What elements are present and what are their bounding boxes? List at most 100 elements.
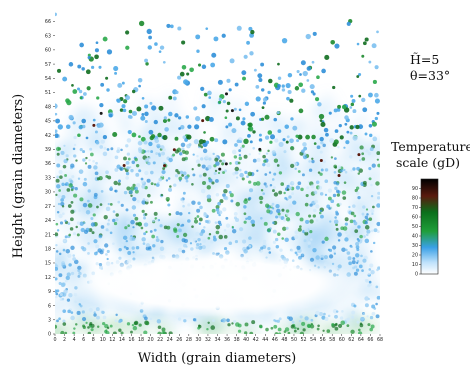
grain: [208, 96, 212, 99]
grain: [84, 162, 88, 165]
grain: [215, 204, 220, 209]
grain: [303, 152, 307, 156]
grain: [243, 54, 248, 59]
grain: [148, 141, 153, 147]
grain: [61, 195, 66, 200]
y-tick-label: 27: [45, 204, 51, 210]
grain: [130, 168, 134, 173]
grain: [79, 148, 83, 152]
grain: [248, 26, 253, 31]
grain: [203, 92, 208, 97]
grain: [333, 139, 339, 145]
grain: [89, 324, 93, 328]
grain: [233, 107, 237, 111]
grain: [223, 188, 228, 194]
x-tick-label: 46: [272, 337, 278, 343]
grain: [306, 66, 312, 71]
grain: [364, 215, 369, 220]
grain: [153, 119, 158, 125]
grain: [169, 185, 172, 188]
x-tick-label: 66: [367, 337, 373, 343]
grain: [104, 243, 109, 248]
grain: [68, 183, 73, 188]
grain: [159, 224, 163, 228]
grain: [174, 136, 179, 141]
grain: [206, 194, 212, 199]
grain: [147, 193, 151, 198]
grain: [318, 113, 325, 120]
grain: [315, 219, 319, 222]
haze-blob: [349, 198, 364, 213]
grain: [92, 159, 95, 163]
x-axis-title: Width (grain diameters): [138, 351, 297, 366]
grain: [174, 113, 179, 118]
grain: [242, 76, 246, 81]
grain: [158, 154, 162, 157]
grain: [179, 170, 184, 175]
grain: [178, 176, 183, 181]
grain: [112, 131, 118, 138]
grain: [285, 226, 289, 230]
hot-grain: [224, 162, 228, 166]
grain: [355, 268, 360, 272]
grain: [248, 180, 252, 184]
grain: [319, 192, 324, 196]
grain: [331, 323, 335, 327]
grain: [214, 169, 218, 173]
grain: [320, 254, 325, 259]
grain: [98, 65, 102, 69]
y-tick-label: 0: [48, 332, 51, 338]
grain: [315, 204, 320, 209]
grain: [277, 62, 280, 66]
grain: [213, 36, 219, 42]
haze-blob: [94, 192, 109, 207]
grain: [337, 104, 342, 109]
grain: [187, 124, 192, 129]
grain: [237, 329, 242, 333]
grain: [258, 152, 261, 155]
grain: [321, 68, 326, 74]
grain: [237, 161, 241, 165]
grain: [167, 118, 171, 122]
grain: [150, 150, 154, 154]
grain: [360, 254, 363, 258]
grain: [74, 300, 77, 303]
grain: [298, 82, 304, 88]
grain: [99, 145, 104, 149]
grain: [180, 224, 183, 227]
grain: [243, 199, 248, 204]
grain: [364, 238, 370, 244]
grain: [88, 159, 91, 162]
grain: [322, 329, 325, 332]
grain: [353, 214, 357, 218]
grain: [285, 212, 290, 217]
grain: [217, 171, 221, 175]
grain: [371, 311, 376, 316]
grain: [133, 320, 139, 326]
grain: [112, 242, 115, 245]
grain: [350, 94, 354, 98]
grain: [149, 101, 153, 105]
grain: [355, 253, 360, 258]
haze-blob: [321, 94, 336, 109]
grain: [334, 157, 337, 160]
haze-blob: [168, 122, 183, 137]
grain: [177, 247, 183, 253]
grain: [358, 94, 362, 98]
grain: [356, 166, 360, 171]
grain: [172, 153, 176, 157]
grain: [352, 109, 357, 114]
grain: [126, 220, 130, 225]
grain: [158, 105, 164, 111]
grain: [308, 160, 311, 163]
grain: [356, 191, 360, 195]
grain: [253, 181, 257, 186]
grain: [359, 145, 364, 150]
grain: [202, 172, 207, 177]
grain: [144, 120, 148, 123]
grain: [255, 85, 260, 89]
x-tick-label: 54: [310, 337, 316, 343]
grain: [368, 280, 372, 284]
grain: [368, 124, 373, 128]
grain: [260, 117, 265, 121]
